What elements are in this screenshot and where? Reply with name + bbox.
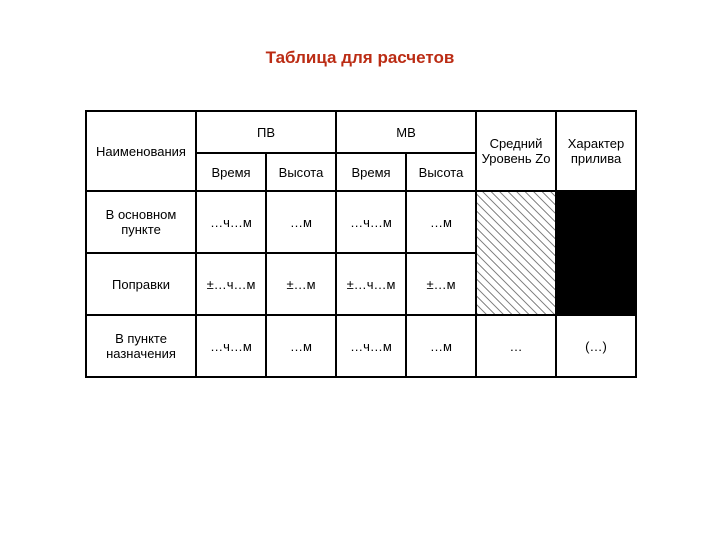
cell-dest-mean-level: … <box>476 315 556 377</box>
table: Наименования ПВ МВ Средний Уровень Zo Ха… <box>85 110 637 378</box>
col-header-names: Наименования <box>86 111 196 191</box>
col-subheader-mv-height: Высота <box>406 153 476 191</box>
col-header-mv: МВ <box>336 111 476 153</box>
cell-main-pv-height: …м <box>266 191 336 253</box>
cell-corr-mv-time: ±…ч…м <box>336 253 406 315</box>
table-header-row: Наименования ПВ МВ Средний Уровень Zo Ха… <box>86 111 636 153</box>
page-title: Таблица для расчетов <box>0 48 720 68</box>
calculation-table: Наименования ПВ МВ Средний Уровень Zo Ха… <box>85 110 637 378</box>
col-subheader-pv-time: Время <box>196 153 266 191</box>
cell-dest-pv-height: …м <box>266 315 336 377</box>
cell-main-mv-time: …ч…м <box>336 191 406 253</box>
cell-dest-tide-character: (…) <box>556 315 636 377</box>
row-label-main: В основном пункте <box>86 191 196 253</box>
col-header-mean-level: Средний Уровень Zo <box>476 111 556 191</box>
col-header-tide-character: Характер прилива <box>556 111 636 191</box>
cell-corr-pv-height: ±…м <box>266 253 336 315</box>
table-row: В основном пункте …ч…м …м …ч…м …м <box>86 191 636 253</box>
cell-tide-character-black <box>556 191 636 315</box>
col-subheader-pv-height: Высота <box>266 153 336 191</box>
cell-corr-pv-time: ±…ч…м <box>196 253 266 315</box>
col-header-pv: ПВ <box>196 111 336 153</box>
cell-dest-mv-time: …ч…м <box>336 315 406 377</box>
row-label-corrections: Поправки <box>86 253 196 315</box>
cell-dest-pv-time: …ч…м <box>196 315 266 377</box>
cell-main-pv-time: …ч…м <box>196 191 266 253</box>
col-subheader-mv-time: Время <box>336 153 406 191</box>
cell-corr-mv-height: ±…м <box>406 253 476 315</box>
table-row: В пункте назначения …ч…м …м …ч…м …м … (…… <box>86 315 636 377</box>
row-label-destination: В пункте назначения <box>86 315 196 377</box>
cell-main-mv-height: …м <box>406 191 476 253</box>
cell-dest-mv-height: …м <box>406 315 476 377</box>
cell-mean-level-hatched <box>476 191 556 315</box>
